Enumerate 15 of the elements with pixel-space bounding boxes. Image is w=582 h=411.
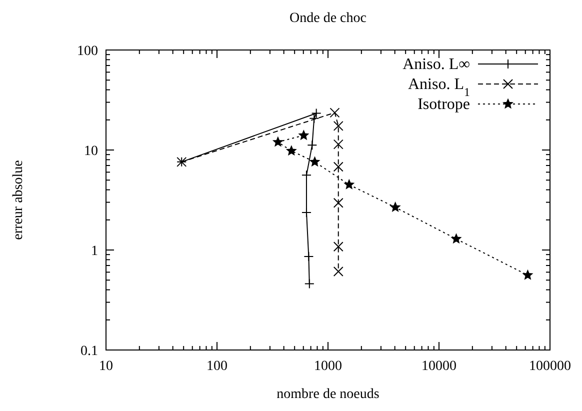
x-tick-label: 100 xyxy=(206,359,228,374)
legend-label: Aniso. L∞ xyxy=(402,56,470,73)
x-tick-label: 100000 xyxy=(529,359,571,374)
x-tick-label: 10000 xyxy=(422,359,456,374)
y-tick-label: 1 xyxy=(91,244,98,259)
legend-label: Isotrope xyxy=(418,96,470,113)
legend-label: Aniso. L$_{1}$ xyxy=(408,76,470,99)
y-tick-label: 100 xyxy=(77,44,98,59)
y-tick-label: 0.1 xyxy=(80,344,98,359)
y-axis-title: erreur absolue xyxy=(11,160,26,240)
chart-title: Onde de choc xyxy=(290,11,366,26)
y-tick-label: 10 xyxy=(84,144,98,159)
x-tick-label: 1000 xyxy=(314,359,342,374)
x-axis-title: nombre de noeuds xyxy=(276,387,380,402)
x-tick-label: 10 xyxy=(99,359,113,374)
